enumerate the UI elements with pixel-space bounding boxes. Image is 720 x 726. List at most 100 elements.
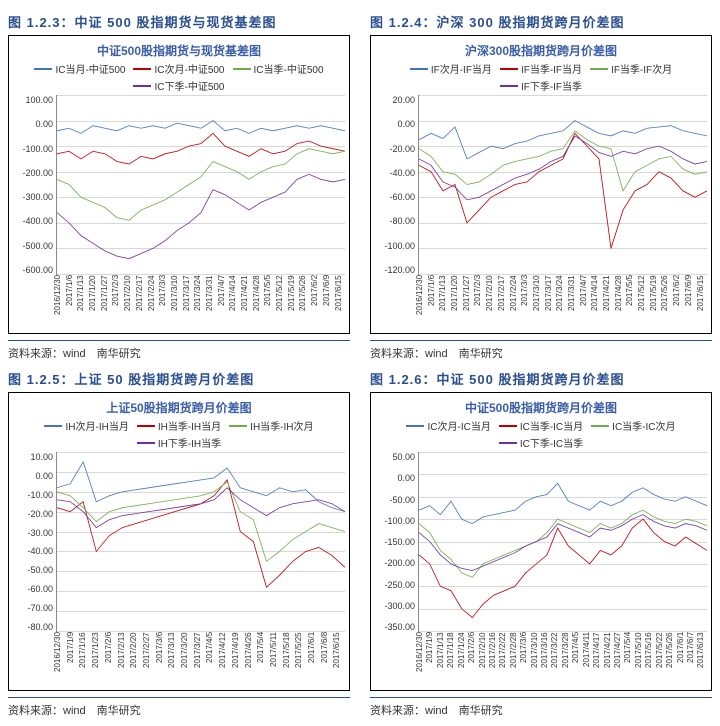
chart-panel: 中证500股指期货与现货基差图IC当月-中证500IC次月-中证500IC当季-… — [8, 35, 350, 334]
legend-line — [233, 68, 251, 70]
series-line-purple — [57, 488, 345, 528]
plot-area — [418, 95, 707, 275]
x-axis: 2016/12/302017/1/92017/1/162017/1/232017… — [53, 632, 345, 688]
y-tick-label: -100.00 — [22, 144, 53, 154]
legend-label: IF下季-IF当季 — [521, 78, 582, 93]
y-tick-label: 0.00 — [397, 473, 415, 483]
plot: 20.000.00-20.00-40.00-60.00-80.00-100.00… — [375, 95, 707, 275]
x-tick-label: 2017/2/13 — [117, 632, 130, 688]
legend-item: IF当季-IF次月 — [590, 61, 672, 76]
x-tick-label: 2017/4/26 — [244, 632, 257, 688]
legend-label: IH次月-IH当月 — [65, 418, 128, 433]
x-tick-label: 2017/1/20 — [88, 275, 100, 331]
legend-label: IC当季-IC次月 — [612, 418, 675, 433]
series-line-green — [419, 510, 707, 577]
x-tick-label: 2017/5/18 — [282, 632, 295, 688]
series-line-blue — [57, 462, 345, 512]
x-tick-label: 2017/2/6 — [104, 632, 117, 688]
figure-c125: 图 1.2.5：上证 50 股指期货跨月价差图上证50股指期货跨月价差图IH次月… — [8, 365, 350, 718]
x-tick-label: 2017/1/23 — [91, 632, 104, 688]
x-tick-label: 2017/3/24 — [555, 275, 567, 331]
x-tick-label: 2017/2/22 — [498, 632, 508, 688]
y-tick-label: 50.00 — [392, 452, 415, 462]
x-tick-label: 2017/6/8 — [320, 632, 333, 688]
x-tick-label: 2017/5/26 — [298, 275, 310, 331]
x-tick-label: 2016/12/30 — [53, 275, 65, 331]
x-tick-label: 2017/4/11 — [582, 632, 592, 688]
legend-line — [137, 425, 155, 427]
y-tick-label: -50.00 — [389, 495, 415, 505]
x-tick-label: 2017/5/12 — [637, 275, 649, 331]
legend-line — [137, 442, 155, 444]
x-tick-label: 2017/2/24 — [147, 275, 159, 331]
y-tick-label: -250.00 — [384, 580, 415, 590]
y-tick-label: 0.00 — [35, 119, 53, 129]
legend-label: IC当季-IC当月 — [520, 418, 583, 433]
x-tick-label: 2017/1/6 — [427, 275, 439, 331]
y-tick-label: 20.00 — [392, 95, 415, 105]
source-label: 资料来源： — [370, 348, 425, 360]
y-tick-label: -600.00 — [22, 265, 53, 275]
y-tick-label: -60.00 — [27, 584, 53, 594]
x-tick-label: 2017/6/1 — [307, 632, 320, 688]
chart-title: 中证500股指期货跨月价差图 — [375, 399, 707, 416]
y-tick-label: -80.00 — [27, 622, 53, 632]
x-tick-label: 2017/3/17 — [182, 275, 194, 331]
x-tick-label: 2017/5/19 — [287, 275, 299, 331]
series-svg — [419, 95, 707, 274]
figure-caption: 图 1.2.6：中证 500 股指期货跨月价差图 — [370, 369, 712, 388]
y-tick-label: -40.00 — [27, 546, 53, 556]
legend-label: IC下季-中证500 — [154, 78, 224, 93]
y-tick-label: -150.00 — [384, 537, 415, 547]
x-tick-label: 2017/3/3 — [158, 275, 170, 331]
y-tick-label: -200.00 — [384, 558, 415, 568]
legend-line — [133, 68, 151, 70]
legend-line — [133, 85, 151, 87]
x-tick-label: 2017/5/22 — [655, 632, 665, 688]
y-tick-label: -80.00 — [389, 216, 415, 226]
x-tick-label: 2017/4/5 — [205, 632, 218, 688]
x-tick-label: 2017/3/10 — [532, 275, 544, 331]
x-tick-label: 2017/3/27 — [193, 632, 206, 688]
x-tick-label: 2017/4/7 — [217, 275, 229, 331]
x-tick-label: 2017/1/27 — [100, 275, 112, 331]
y-tick-label: -500.00 — [22, 241, 53, 251]
legend-line — [500, 68, 518, 70]
chart-panel: 上证50股指期货跨月价差图IH次月-IH当月IH当季-IH当月IH当季-IH次月… — [8, 392, 350, 691]
x-tick-label: 2017/1/9 — [66, 632, 79, 688]
y-tick-label: -30.00 — [27, 528, 53, 538]
x-tick-label: 2017/1/9 — [425, 632, 435, 688]
legend-item: IC当季-IC当月 — [499, 418, 583, 433]
x-tick-label: 2017/6/2 — [310, 275, 322, 331]
source-value: wind 南华研究 — [425, 348, 503, 360]
plot: 100.000.00-100.00-200.00-300.00-400.00-5… — [13, 95, 345, 275]
legend-item: IC当月-中证500 — [34, 61, 125, 76]
y-axis: 100.000.00-100.00-200.00-300.00-400.00-5… — [13, 95, 56, 275]
legend-line — [410, 68, 428, 70]
x-tick-label: 2017/2/27 — [142, 632, 155, 688]
x-tick-label: 2017/5/4 — [256, 632, 269, 688]
y-tick-label: 100.00 — [25, 95, 53, 105]
legend-item: IF下季-IF当季 — [500, 78, 582, 93]
x-axis: 2016/12/302017/1/62017/1/132017/1/202017… — [53, 275, 345, 331]
x-tick-label: 2017/3/22 — [550, 632, 560, 688]
legend-item: IC当季-IC次月 — [591, 418, 675, 433]
x-tick-label: 2017/5/5 — [263, 275, 275, 331]
legend-line — [499, 425, 517, 427]
legend-label: IF次月-IF当月 — [431, 61, 492, 76]
x-tick-label: 2017/2/28 — [509, 632, 519, 688]
source-label: 资料来源： — [8, 705, 63, 717]
legend-label: IC下季-IC当季 — [520, 435, 583, 450]
x-tick-label: 2017/3/10 — [530, 632, 540, 688]
x-tick-label: 2017/3/13 — [167, 632, 180, 688]
x-tick-label: 2017/2/16 — [488, 632, 498, 688]
x-tick-label: 2017/3/17 — [544, 275, 556, 331]
legend-item: IC当季-中证500 — [233, 61, 324, 76]
figure-caption: 图 1.2.3：中证 500 股指期货与现货基差图 — [8, 12, 350, 31]
legend-label: IC当季-中证500 — [254, 61, 324, 76]
x-tick-label: 2017/2/10 — [478, 632, 488, 688]
legend-line — [44, 425, 62, 427]
x-tick-label: 2017/1/6 — [65, 275, 77, 331]
y-axis: 20.000.00-20.00-40.00-60.00-80.00-100.00… — [375, 95, 418, 275]
x-tick-label: 2017/5/5 — [625, 275, 637, 331]
